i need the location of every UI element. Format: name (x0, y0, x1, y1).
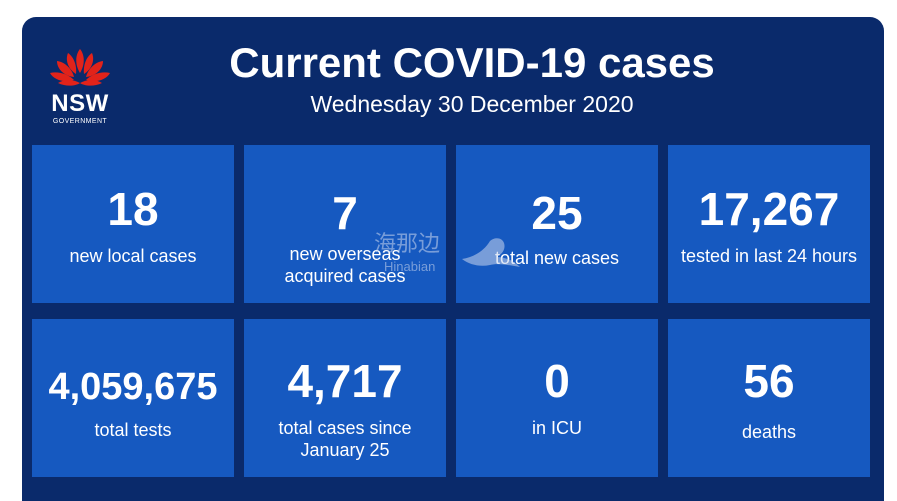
page-date: Wednesday 30 December 2020 (310, 91, 634, 117)
stat-label: new local cases (69, 246, 197, 266)
stat-tile-total-tests: 4,059,675 total tests (32, 319, 234, 477)
stat-label: total cases since January 25 (278, 418, 412, 460)
stat-value: 18 (107, 183, 159, 235)
stat-value: 17,267 (698, 183, 840, 235)
nsw-government-logo: NSW GOVERNMENT (44, 43, 116, 125)
stat-tile-deaths: 56 deaths (668, 319, 870, 477)
stat-label: tested in last 24 hours (680, 246, 858, 266)
covid-stats-panel: NSW GOVERNMENT Current COVID-19 cases We… (22, 17, 884, 501)
stat-value: 0 (544, 355, 570, 407)
logo-name-text: NSW (51, 90, 109, 117)
waratah-flower-icon (50, 49, 110, 86)
stat-value: 25 (531, 187, 583, 239)
stat-tile-new-local-cases: 18 new local cases (32, 145, 234, 303)
stat-tile-in-icu: 0 in ICU (456, 319, 658, 477)
stat-label: new overseas acquired cases (284, 244, 406, 286)
stat-value: 56 (743, 355, 795, 407)
stat-value: 4,717 (287, 355, 403, 407)
logo-sub-text: GOVERNMENT (52, 118, 108, 125)
stat-label: in ICU (531, 418, 582, 438)
stat-label: deaths (741, 422, 797, 442)
stat-tile-total-cases-since: 4,717 total cases since January 25 (244, 319, 446, 477)
page-title: Current COVID-19 cases (229, 39, 715, 86)
stat-label: total new cases (494, 248, 620, 268)
stat-tile-new-overseas-cases: 7 new overseas acquired cases (244, 145, 446, 303)
stat-value: 4,059,675 (48, 366, 218, 408)
stat-tile-total-new-cases: 25 total new cases (456, 145, 658, 303)
stat-label: total tests (94, 420, 172, 440)
stat-value: 7 (332, 187, 358, 239)
stat-tile-tested-last-24-hours: 17,267 tested in last 24 hours (668, 145, 870, 303)
